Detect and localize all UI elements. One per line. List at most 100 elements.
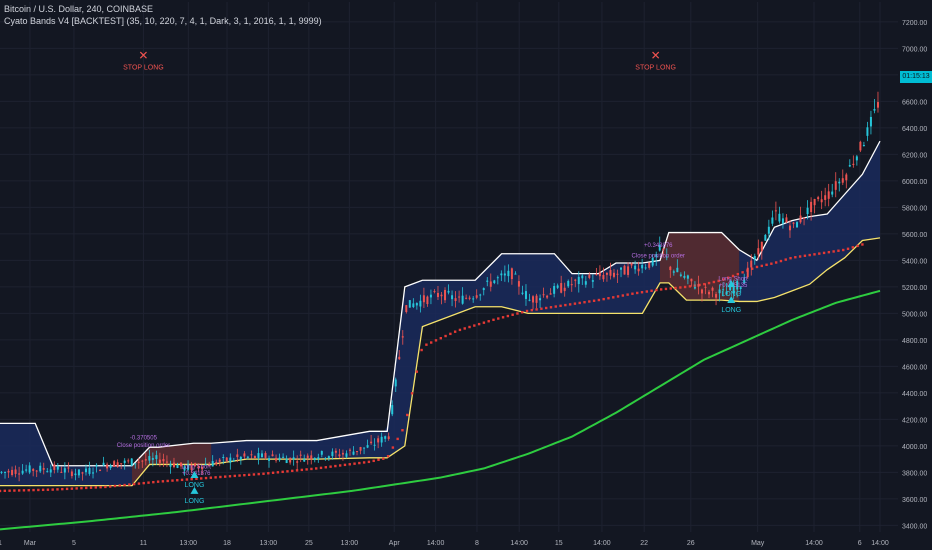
x-tick-label: Mar <box>24 540 37 547</box>
candle-body <box>686 275 689 279</box>
trail-stop-dot <box>300 468 304 472</box>
candle-body <box>711 287 714 291</box>
trail-stop-dot <box>741 271 744 274</box>
trail-stop-dot <box>113 484 117 488</box>
trail-stop-dot <box>602 297 605 301</box>
candle-body <box>158 459 161 463</box>
trail-stop-dot <box>190 477 193 481</box>
candle-body <box>841 178 844 183</box>
candle-body <box>296 461 299 463</box>
trail-stop-dot <box>195 477 198 480</box>
candle-body <box>7 470 10 473</box>
candle-body <box>405 305 408 313</box>
candle-body <box>92 472 95 474</box>
trail-stop-dot <box>386 455 390 458</box>
candle-body <box>35 470 38 472</box>
trail-stop-dot <box>156 480 160 483</box>
candle-body <box>356 451 359 453</box>
trail-stop-dot <box>396 437 399 441</box>
trail-stop-dot <box>85 486 88 490</box>
trail-stop-dot <box>3 489 6 493</box>
candle-body <box>232 460 235 462</box>
candle-body <box>74 473 77 476</box>
trail-stop-dot <box>406 413 409 417</box>
candle-body <box>718 289 721 294</box>
candle-body <box>116 462 119 468</box>
candle-body <box>472 298 475 300</box>
y-tick-label: 5200.00 <box>902 285 927 292</box>
candle-body <box>612 272 615 277</box>
candle-body <box>662 248 665 250</box>
candle-body <box>246 456 249 458</box>
candle-body <box>310 455 313 460</box>
trail-stop-dot <box>132 482 136 486</box>
candle-body <box>655 254 658 257</box>
candle-body <box>387 436 390 440</box>
trail-stop-dot <box>65 487 69 491</box>
candle-body <box>137 461 140 463</box>
trail-stop-dot <box>688 285 692 288</box>
trail-stop-dot <box>463 327 466 330</box>
trail-stop-dot <box>353 462 356 465</box>
candle-body <box>560 283 563 293</box>
candle-body <box>746 267 749 278</box>
trail-stop-dot <box>252 473 256 476</box>
candle-body <box>736 281 739 290</box>
trail-stop-dot <box>631 292 634 295</box>
candle-body <box>451 295 454 300</box>
candle-body <box>665 256 668 258</box>
trail-stop-dot <box>712 280 716 284</box>
candle-body <box>468 297 471 299</box>
candle-body <box>18 473 21 475</box>
candle-body <box>873 109 876 111</box>
candle-body <box>546 295 549 298</box>
trail-stop-dot <box>22 489 26 492</box>
candle-body <box>869 116 872 127</box>
trail-stop-dot <box>794 256 797 259</box>
y-tick-label: 5400.00 <box>902 258 927 265</box>
candle-body <box>32 469 35 471</box>
trail-stop-dot <box>540 307 543 310</box>
candle-body <box>42 468 45 470</box>
candle-body <box>609 269 612 276</box>
trail-stop-dot <box>319 466 323 470</box>
candle-body <box>620 267 623 270</box>
candle-body <box>289 457 292 463</box>
trail-stop-dot <box>51 488 54 491</box>
candle-body <box>454 298 457 302</box>
x-tick-label: 14:00 <box>510 540 528 547</box>
trail-stop-dot <box>588 300 591 303</box>
candle-body <box>95 464 98 467</box>
candle-body <box>113 461 116 467</box>
candle-body <box>722 289 725 291</box>
trail-stop-dot <box>506 314 510 318</box>
candle-body <box>218 459 221 462</box>
candle-body <box>21 470 24 474</box>
trail-stop-dot <box>180 478 184 482</box>
trail-stop-dot <box>516 312 519 315</box>
trail-stop-dot <box>511 313 514 316</box>
trail-stop-dot <box>262 472 265 475</box>
candle-body <box>855 156 858 161</box>
x-axis-panel <box>0 534 932 550</box>
trail-stop-dot <box>779 259 783 263</box>
trail-stop-dot <box>449 332 452 336</box>
candle-body <box>46 471 49 473</box>
candle-body <box>440 294 443 297</box>
trail-stop-dot <box>813 253 816 256</box>
candle-body <box>876 102 879 108</box>
trail-stop-dot <box>679 286 682 289</box>
candle-body <box>433 291 436 293</box>
trail-stop-dot <box>607 297 610 300</box>
trail-stop-dot <box>674 286 677 290</box>
candle-body <box>172 462 175 468</box>
candle-body <box>535 295 538 303</box>
trail-stop-dot <box>492 318 495 322</box>
trail-stop-dot <box>544 306 548 310</box>
trail-stop-dot <box>185 478 189 481</box>
trail-stop-dot <box>401 429 404 432</box>
candle-body <box>697 284 700 287</box>
candle-body <box>774 210 777 212</box>
candle-body <box>324 457 327 459</box>
